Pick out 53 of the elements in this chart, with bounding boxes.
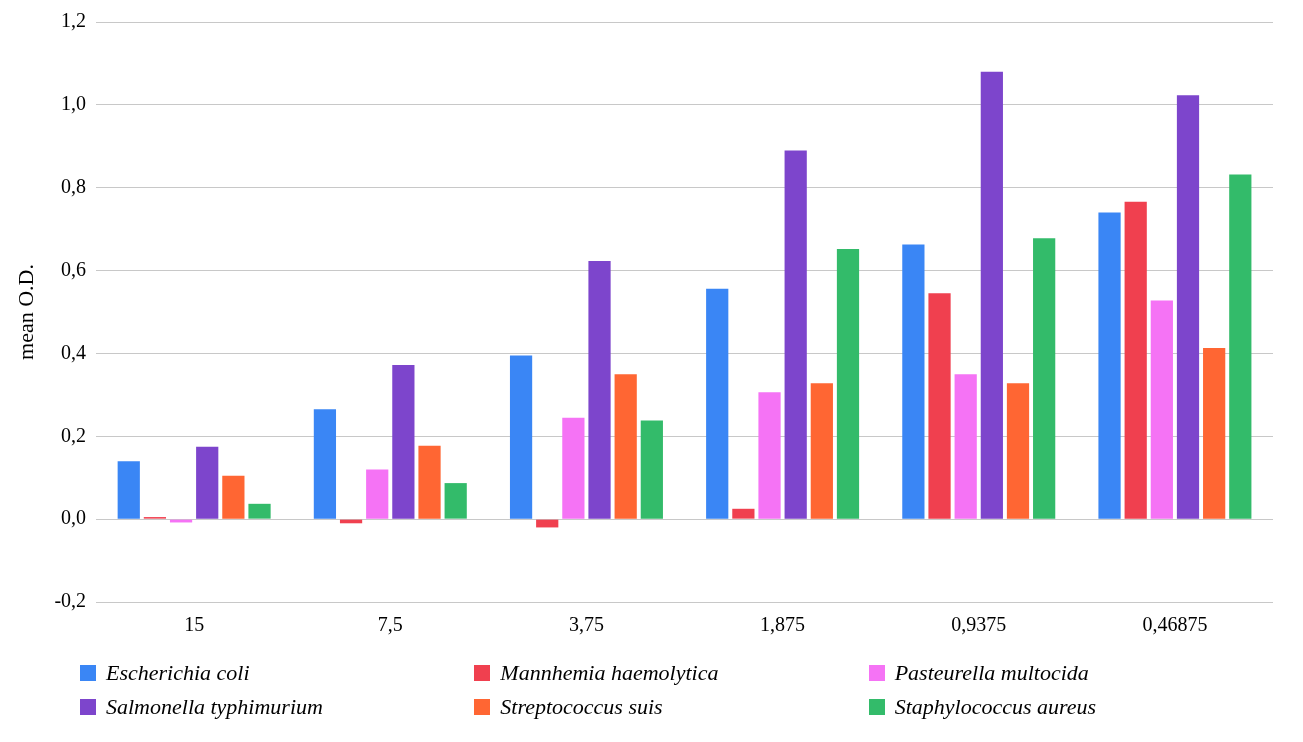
legend-label: Pasteurella multocida <box>894 660 1089 686</box>
y-tick-label: 0,0 <box>61 506 87 529</box>
x-tick-label: 0,46875 <box>1142 613 1208 636</box>
bar <box>758 392 781 519</box>
bar <box>1176 95 1200 519</box>
bar <box>784 150 807 519</box>
bar <box>392 365 415 519</box>
y-tick-label: 0,8 <box>61 174 87 197</box>
x-tick-label: 15 <box>184 613 205 636</box>
bar <box>196 446 219 519</box>
bar <box>1124 201 1147 519</box>
y-tick-label: 0,2 <box>61 423 87 446</box>
y-tick-label: -0,2 <box>54 589 87 612</box>
y-axis-title: mean O.D. <box>12 264 38 360</box>
y-tick-label: 0,4 <box>61 340 87 363</box>
x-tick-label: 1,875 <box>760 613 806 636</box>
x-tick-label: 7,5 <box>377 613 403 636</box>
legend-label: Staphylococcus aureus <box>894 694 1097 720</box>
bar <box>117 461 140 519</box>
bar <box>366 469 389 519</box>
bar <box>313 409 337 519</box>
bar <box>444 483 467 519</box>
bar <box>980 71 1003 519</box>
bar <box>1229 174 1252 519</box>
bar <box>928 293 951 519</box>
legend-label: Escherichia coli <box>106 660 250 686</box>
bar <box>902 244 925 519</box>
bar <box>1098 212 1121 519</box>
bar <box>1033 238 1056 519</box>
x-tick-label: 0,9375 <box>951 613 1007 636</box>
bar <box>810 383 833 519</box>
bar <box>954 374 977 519</box>
bar <box>732 508 755 519</box>
bar <box>509 355 533 519</box>
bar <box>1203 348 1226 519</box>
bar <box>706 288 729 519</box>
bar <box>222 475 245 519</box>
y-tick-label: 1,2 <box>61 9 87 32</box>
bar <box>1150 300 1173 519</box>
bar <box>640 420 663 519</box>
bar <box>614 374 637 519</box>
bar <box>836 249 860 519</box>
bar <box>588 261 611 519</box>
x-tick-label: 3,75 <box>568 613 604 636</box>
bar <box>248 503 271 519</box>
y-tick-label: 1,0 <box>61 92 87 115</box>
legend-label: Streptococcus suis <box>500 694 663 720</box>
bar <box>418 445 441 519</box>
legend-label: Salmonella typhimurium <box>106 694 323 720</box>
y-tick-label: 0,6 <box>61 257 87 280</box>
legend-label: Mannhemia haemolytica <box>500 660 719 686</box>
bar <box>1006 383 1030 519</box>
bar <box>562 417 585 519</box>
